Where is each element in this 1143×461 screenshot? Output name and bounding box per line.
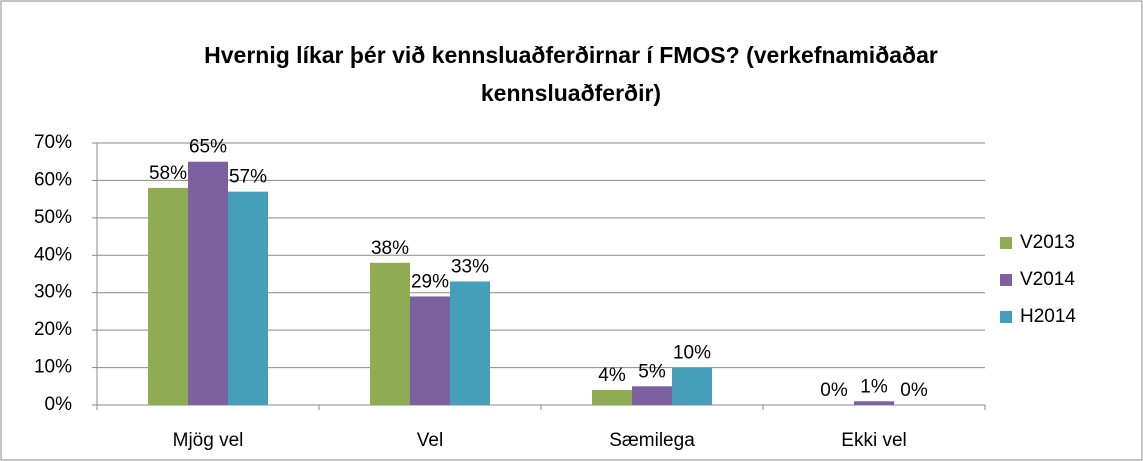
- x-tick-label: Sæmilega: [609, 430, 695, 451]
- bar: [410, 296, 450, 405]
- data-label: 58%: [149, 163, 187, 184]
- y-tick-label: 30%: [34, 282, 72, 303]
- legend-label: H2014: [1020, 306, 1076, 327]
- bar: [188, 161, 228, 405]
- bar: [632, 386, 672, 405]
- bar: [228, 191, 268, 405]
- legend-swatch: [1000, 274, 1012, 286]
- data-label: 5%: [638, 361, 666, 382]
- legend-label: V2014: [1020, 269, 1075, 290]
- data-label: 10%: [673, 343, 711, 364]
- y-tick-label: 60%: [34, 169, 72, 190]
- y-tick-label: 0%: [45, 394, 73, 415]
- data-label: 1%: [860, 376, 888, 397]
- data-label: 57%: [229, 167, 267, 188]
- chart-title: kennsluaðferðir): [481, 80, 661, 106]
- bar: [672, 367, 712, 405]
- data-label: 38%: [371, 238, 409, 259]
- legend-swatch: [1000, 237, 1012, 249]
- x-tick-label: Mjög vel: [173, 430, 244, 451]
- bar: [370, 262, 410, 405]
- data-label: 0%: [900, 380, 928, 401]
- y-tick-label: 40%: [34, 244, 72, 265]
- y-tick-label: 10%: [34, 357, 72, 378]
- bar: [450, 281, 490, 405]
- bar: [592, 390, 632, 405]
- y-tick-label: 70%: [34, 132, 72, 153]
- data-label: 0%: [820, 380, 848, 401]
- chart-title: Hvernig líkar þér við kennsluaðferðirnar…: [204, 42, 938, 68]
- y-tick-label: 50%: [34, 207, 72, 228]
- y-tick-label: 20%: [34, 319, 72, 340]
- data-label: 29%: [411, 271, 449, 292]
- data-label: 65%: [189, 137, 227, 158]
- bar: [854, 401, 894, 405]
- legend-swatch: [1000, 311, 1012, 323]
- data-label: 33%: [451, 257, 489, 278]
- data-label: 4%: [598, 365, 626, 386]
- x-tick-label: Ekki vel: [841, 430, 906, 451]
- bar: [148, 187, 188, 405]
- legend-label: V2013: [1020, 232, 1075, 253]
- x-tick-label: Vel: [417, 430, 443, 451]
